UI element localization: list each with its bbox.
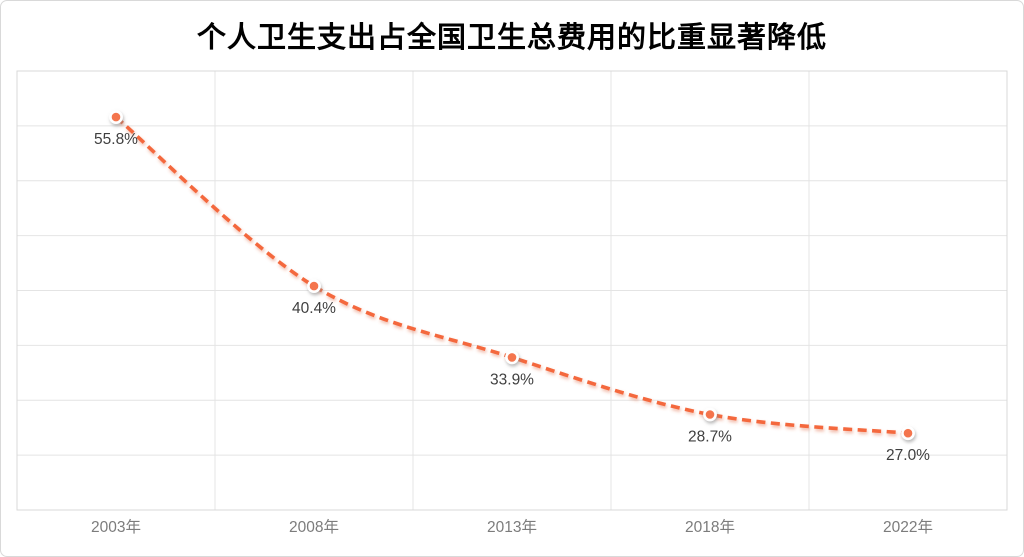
x-axis-label: 2018年 — [685, 518, 735, 536]
grid-layer — [16, 70, 1008, 511]
data-point-label: 33.9% — [490, 371, 534, 388]
x-axis-label: 2003年 — [91, 518, 141, 536]
data-point-label: 27.0% — [886, 447, 930, 464]
data-point-marker — [109, 110, 123, 124]
data-point-label: 55.8% — [94, 131, 138, 148]
x-axis-layer: 2003年 2008年 2013年 2018年 2022年 — [91, 518, 933, 536]
chart-title: 个人卫生支出占全国卫生总费用的比重显著降低 — [196, 22, 827, 54]
data-label-layer: 55.8% 40.4% 33.9% 28.7% 27.0% — [94, 131, 930, 464]
x-axis-label: 2013年 — [487, 518, 537, 536]
data-point-label: 28.7% — [688, 429, 732, 446]
data-point-marker — [307, 279, 321, 293]
data-point-marker — [901, 426, 915, 441]
data-point-marker — [505, 350, 519, 365]
series-layer — [109, 110, 915, 441]
data-point-marker — [703, 407, 717, 422]
x-axis-label: 2022年 — [883, 518, 933, 536]
data-point-label: 40.4% — [292, 300, 336, 317]
x-axis-label: 2008年 — [289, 518, 339, 536]
plot-area-border — [16, 70, 1008, 511]
